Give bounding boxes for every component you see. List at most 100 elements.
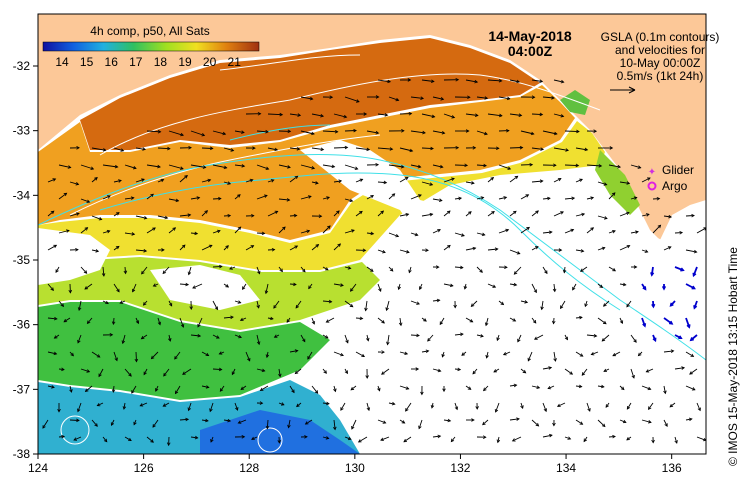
velocity-arrowhead (286, 319, 290, 323)
velocity-arrow (366, 402, 370, 411)
velocity-arrow (509, 418, 520, 421)
velocity-arrow (575, 385, 582, 388)
velocity-arrowhead (579, 315, 583, 320)
velocity-arrowhead (580, 249, 585, 253)
velocity-arrow (692, 266, 698, 277)
velocity-arrowhead (602, 320, 607, 325)
velocity-arrow (641, 213, 650, 217)
velocity-arrowhead (86, 199, 91, 203)
velocity-arrow (141, 266, 148, 275)
velocity-arrowhead (583, 438, 587, 443)
velocity-arrowhead (449, 283, 454, 288)
velocity-arrowhead (661, 286, 667, 291)
velocity-arrowhead (273, 334, 278, 338)
velocity-arrow (190, 232, 198, 235)
y-tick-label: -33 (13, 124, 31, 138)
velocity-arrow (162, 402, 170, 407)
velocity-arrowhead (109, 333, 114, 337)
velocity-arrow (630, 368, 635, 379)
velocity-arrow (443, 210, 451, 217)
cloud-patch (300, 140, 706, 454)
sst-green-band (38, 302, 330, 400)
velocity-arrow (366, 232, 374, 235)
velocity-arrowhead (84, 227, 89, 231)
velocity-arrowhead (678, 335, 683, 340)
velocity-arrowhead (576, 129, 580, 134)
velocity-arrowhead (530, 131, 535, 136)
velocity-arrowhead (560, 114, 565, 118)
velocity-arrowhead (340, 407, 344, 411)
velocity-arrow (689, 368, 698, 375)
velocity-arrow (201, 385, 209, 388)
velocity-arrow (344, 96, 360, 103)
velocity-arrowhead (293, 213, 298, 218)
velocity-arrow (146, 193, 154, 200)
velocity-arrowhead (363, 112, 368, 116)
velocity-arrowhead (438, 198, 443, 202)
velocity-arrowhead (114, 164, 119, 169)
velocity-arrow (476, 130, 488, 135)
velocity-arrow (641, 419, 652, 423)
velocity-arrowhead (453, 304, 457, 309)
velocity-arrowhead (479, 269, 483, 273)
velocity-arrowhead (494, 247, 499, 252)
velocity-arrowhead (441, 130, 446, 135)
velocity-arrowhead (503, 196, 508, 200)
velocity-arrow (311, 147, 324, 151)
velocity-arrow (234, 402, 239, 411)
velocity-arrowhead (480, 334, 484, 338)
velocity-arrowhead (513, 210, 517, 215)
velocity-arrowhead (162, 403, 167, 407)
velocity-arrow (113, 351, 118, 361)
velocity-arrow (520, 227, 530, 234)
velocity-arrow (157, 147, 170, 150)
velocity-arrowhead (242, 286, 246, 290)
velocity-arrow (387, 334, 390, 345)
velocity-arrow (575, 213, 585, 217)
velocity-arrow (388, 96, 399, 101)
velocity-arrowhead (645, 213, 650, 217)
velocity-arrow (344, 229, 355, 234)
velocity-arrowhead (328, 299, 333, 304)
velocity-arrowhead (157, 164, 161, 169)
velocity-arrowhead (548, 433, 553, 438)
velocity-arrowhead (604, 216, 608, 220)
velocity-arrowhead (669, 302, 674, 307)
velocity-arrow (421, 317, 427, 322)
velocity-arrowhead (161, 248, 165, 252)
velocity-arrowhead (96, 354, 101, 358)
velocity-arrow (398, 283, 401, 290)
velocity-arrow (234, 164, 245, 167)
velocity-arrowhead (642, 286, 647, 291)
velocity-arrowhead (230, 315, 234, 320)
velocity-arrow (256, 300, 260, 309)
velocity-arrowhead (294, 349, 299, 353)
velocity-arrowhead (279, 268, 283, 273)
velocity-arrowhead (231, 371, 236, 376)
velocity-arrow (388, 164, 404, 168)
velocity-arrow (419, 283, 423, 290)
velocity-arrow (575, 147, 588, 151)
velocity-arrowhead (631, 375, 635, 379)
velocity-arrow (55, 266, 60, 273)
velocity-arrow (267, 210, 278, 217)
velocity-arrowhead (349, 288, 354, 292)
velocity-arrowhead (76, 418, 80, 423)
velocity-arrowhead (274, 147, 279, 152)
velocity-arrowhead (365, 375, 369, 379)
velocity-arrow (355, 147, 370, 151)
y-tick-label: -35 (13, 253, 31, 267)
colorbar (42, 41, 260, 52)
velocity-arrowhead (603, 368, 608, 372)
velocity-arrowhead (293, 282, 297, 287)
velocity-arrowhead (447, 244, 451, 249)
velocity-arrow (486, 351, 489, 359)
velocity-arrow (542, 231, 552, 234)
velocity-arrowhead (311, 321, 316, 325)
velocity-arrow (179, 175, 188, 183)
velocity-arrow (557, 402, 566, 407)
velocity-arrowhead (237, 226, 242, 231)
velocity-arrowhead (287, 165, 291, 169)
velocity-arrowhead (468, 211, 472, 215)
velocity-arrow (410, 96, 424, 99)
